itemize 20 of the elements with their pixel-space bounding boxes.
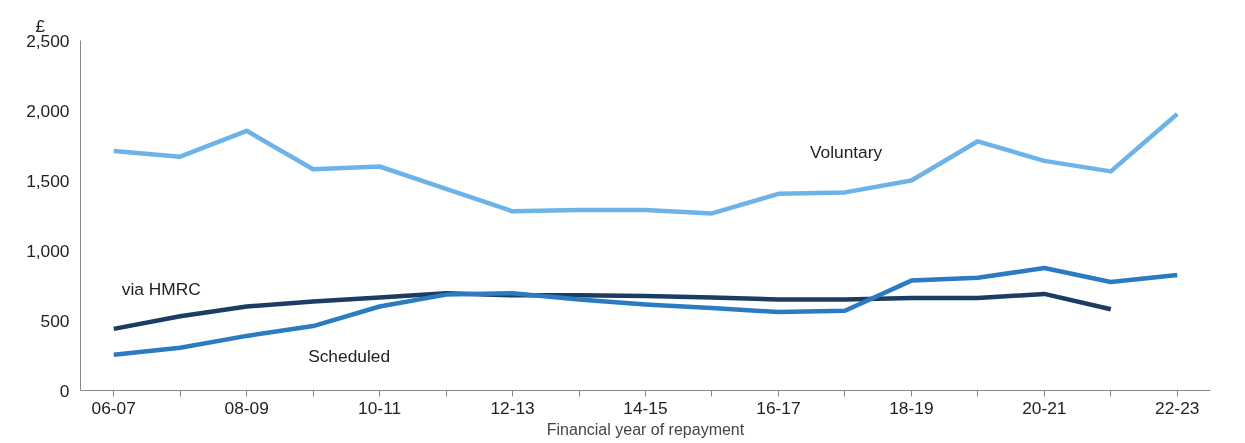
y-tick-label: 500 (40, 310, 70, 331)
series-label: via HMRC (121, 278, 201, 299)
y-tick-label: 1,000 (26, 240, 70, 261)
y-axis-title: £ (35, 15, 46, 36)
x-tick-label: 20-21 (1022, 397, 1067, 418)
x-tick-label: 16-17 (756, 397, 801, 418)
x-tick-label: 18-19 (889, 397, 934, 418)
x-tick-label: 06-07 (91, 397, 136, 418)
x-axis-title: Financial year of repayment (546, 420, 745, 438)
x-tick-label: 22-23 (1155, 397, 1200, 418)
y-tick-label: 2,000 (26, 100, 70, 121)
series-label: Voluntary (809, 142, 883, 163)
y-tick-label: 0 (59, 380, 70, 401)
x-tick-label: 14-15 (623, 397, 668, 418)
x-tick-label: 10-11 (358, 397, 402, 418)
y-tick-label: 1,500 (26, 170, 70, 191)
x-tick-label: 08-09 (224, 397, 269, 418)
line-series (111, 111, 1180, 216)
x-tick-label: 12-13 (490, 397, 535, 418)
series-label: Scheduled (308, 346, 391, 367)
